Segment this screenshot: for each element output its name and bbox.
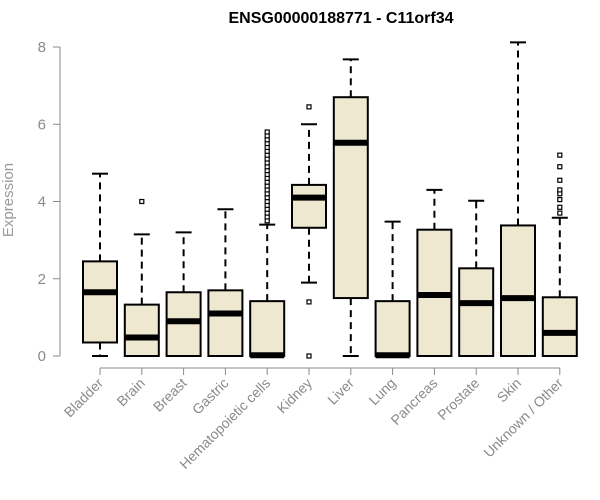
outlier-point: [306, 299, 312, 305]
outlier-point: [139, 198, 145, 205]
y-axis: 0 2 4 6 8: [38, 39, 61, 365]
y-tick-label: 4: [38, 194, 46, 211]
box-gastric: [207, 208, 244, 357]
outlier-point: [306, 353, 312, 359]
box-hematopoietic-cells: [249, 129, 286, 359]
y-tick-label: 6: [38, 116, 46, 133]
outlier-point: [557, 210, 563, 216]
box-kidney: [291, 104, 327, 359]
x-tick-label: Skin: [494, 375, 525, 406]
box-iqr: [374, 300, 411, 357]
box-iqr: [291, 183, 327, 229]
box-iqr: [207, 289, 244, 357]
x-tick-label: Kidney: [274, 375, 316, 417]
x-tick-label: Bladder: [61, 375, 107, 421]
outlier-point: [557, 204, 563, 210]
box-bladder: [82, 172, 118, 357]
x-tick-label: Breast: [150, 375, 190, 415]
box-iqr: [500, 224, 536, 357]
outlier-point: [264, 129, 270, 135]
boxes-group: [82, 41, 578, 359]
y-tick-label: 0: [38, 348, 46, 365]
box-iqr: [541, 296, 578, 358]
box-liver: [332, 58, 369, 357]
y-tick-label: 2: [38, 271, 46, 288]
outlier-point: [557, 196, 563, 203]
y-tick-label: 8: [38, 39, 46, 56]
box-unknown-other: [541, 152, 578, 358]
chart-title: ENSG00000188771 - C11orf34: [228, 10, 453, 27]
x-tick-label: Prostate: [434, 375, 482, 423]
box-iqr: [458, 267, 495, 358]
box-skin: [500, 41, 536, 357]
outlier-point: [557, 187, 563, 193]
outlier-point: [557, 152, 563, 158]
box-lung: [374, 220, 411, 359]
x-tick-label: Brain: [113, 375, 147, 409]
box-iqr: [332, 96, 369, 300]
box-prostate: [458, 199, 495, 358]
x-tick-label: Unknown / Other: [480, 375, 566, 461]
box-iqr: [123, 303, 160, 358]
outlier-point: [557, 164, 563, 170]
box-iqr: [249, 300, 286, 357]
box-breast: [165, 231, 202, 357]
box-brain: [123, 198, 160, 358]
y-axis-label: Expression: [0, 163, 17, 237]
x-tick-label: Liver: [324, 375, 357, 408]
box-iqr: [82, 260, 118, 344]
outlier-point: [557, 177, 563, 183]
x-tick-label: Lung: [365, 375, 398, 408]
outlier-point: [306, 104, 312, 110]
box-pancreas: [416, 188, 453, 357]
